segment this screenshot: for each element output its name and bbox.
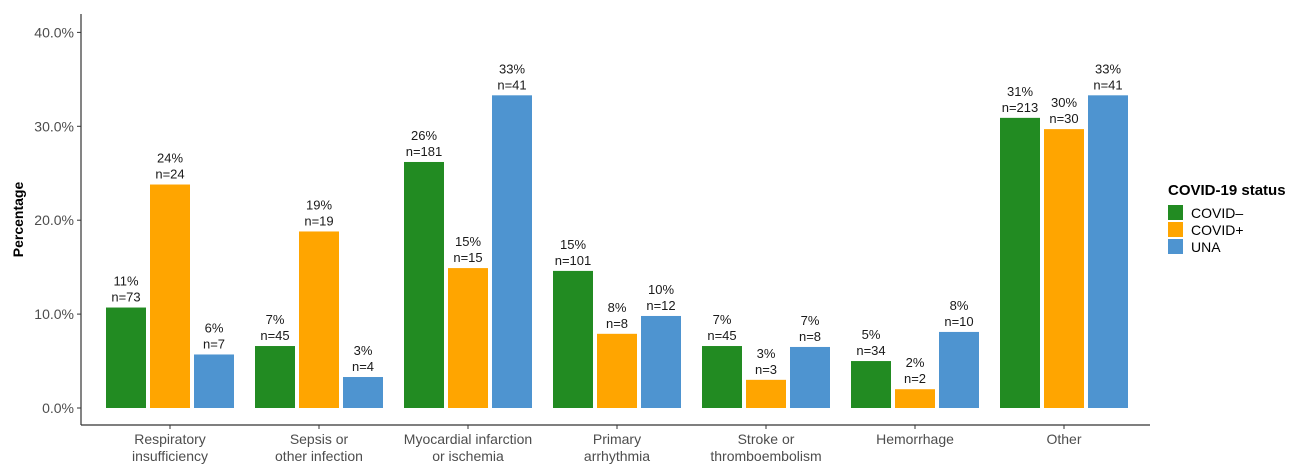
legend-item-covid-neg: COVID–: [1168, 204, 1286, 221]
y-tick-label: 10.0%: [34, 306, 74, 322]
bar: [404, 161, 444, 408]
legend-item-una: UNA: [1168, 238, 1286, 255]
data-label-n: n=101: [555, 253, 592, 268]
data-label-n: n=10: [944, 314, 973, 329]
data-label-n: n=12: [646, 298, 675, 313]
data-label-n: n=213: [1002, 100, 1039, 115]
bar: [895, 389, 935, 408]
data-label-n: n=181: [406, 144, 443, 159]
data-label-pct: 3%: [757, 346, 776, 361]
y-axis-title: Percentage: [10, 182, 26, 258]
x-tick-label: or ischemia: [432, 448, 504, 464]
bar: [299, 231, 339, 408]
data-label-n: n=41: [1093, 77, 1122, 92]
y-tick-label: 20.0%: [34, 212, 74, 228]
data-label-pct: 5%: [862, 327, 881, 342]
bar: [939, 331, 979, 408]
x-tick-label: other infection: [275, 448, 363, 464]
data-label-pct: 7%: [801, 313, 820, 328]
data-label-n: n=3: [755, 362, 777, 377]
data-label-pct: 7%: [266, 312, 285, 327]
data-label-pct: 33%: [499, 61, 525, 76]
bar: [1044, 129, 1084, 408]
data-label-pct: 31%: [1007, 84, 1033, 99]
x-tick-label: Sepsis or: [290, 431, 349, 447]
data-label-pct: 19%: [306, 197, 332, 212]
legend: COVID-19 status COVID– COVID+ UNA: [1168, 182, 1286, 255]
x-tick-label: thromboembolism: [710, 448, 821, 464]
x-tick-label: Primary: [593, 431, 641, 447]
bar: [553, 270, 593, 408]
x-tick-label: insufficiency: [132, 448, 208, 464]
bars: [106, 95, 1128, 409]
x-tick-label: Respiratory: [134, 431, 206, 447]
legend-title: COVID-19 status: [1168, 182, 1286, 199]
data-label-n: n=19: [304, 213, 333, 228]
data-label-pct: 24%: [157, 151, 183, 166]
data-label-n: n=24: [155, 167, 184, 182]
bar: [851, 361, 891, 408]
legend-swatch: [1168, 205, 1183, 220]
x-tick-label: Stroke or: [738, 431, 795, 447]
legend-swatch: [1168, 222, 1183, 237]
data-label-pct: 30%: [1051, 95, 1077, 110]
data-label-pct: 33%: [1095, 61, 1121, 76]
data-label-n: n=30: [1049, 111, 1078, 126]
bar: [746, 379, 786, 408]
data-label-n: n=41: [497, 77, 526, 92]
data-label-n: n=45: [707, 328, 736, 343]
data-label-pct: 26%: [411, 128, 437, 143]
bar: [194, 354, 234, 408]
legend-label: COVID–: [1191, 204, 1244, 221]
bar: [1088, 95, 1128, 409]
data-label-pct: 15%: [455, 234, 481, 249]
data-label-n: n=4: [352, 359, 374, 374]
bar: [492, 95, 532, 409]
x-tick-label: Hemorrhage: [876, 431, 954, 447]
data-label-n: n=8: [799, 329, 821, 344]
x-tick-label: Myocardial infarction: [404, 431, 532, 447]
bar: [641, 315, 681, 408]
legend-label: COVID+: [1191, 221, 1244, 238]
data-label-n: n=7: [203, 336, 225, 351]
y-tick-label: 40.0%: [34, 24, 74, 40]
axes: 0.0% 10.0% 20.0% 30.0% 40.0% Percentage Respir…: [10, 14, 1150, 464]
data-label-n: n=8: [606, 316, 628, 331]
x-tick-label: arrhythmia: [584, 448, 650, 464]
legend-item-covid-pos: COVID+: [1168, 221, 1286, 238]
bar: [448, 268, 488, 408]
bar: [343, 377, 383, 408]
bar: [150, 184, 190, 408]
y-tick-label: 0.0%: [42, 400, 74, 416]
data-label-pct: 10%: [648, 282, 674, 297]
bar: [702, 346, 742, 408]
data-label-pct: 2%: [906, 355, 925, 370]
data-label-pct: 6%: [205, 320, 224, 335]
data-label-n: n=2: [904, 371, 926, 386]
data-label-pct: 8%: [950, 298, 969, 313]
data-label-pct: 3%: [354, 343, 373, 358]
data-label-n: n=34: [856, 343, 885, 358]
legend-label: UNA: [1191, 238, 1221, 255]
bar: [255, 346, 295, 408]
data-label-n: n=73: [111, 290, 140, 305]
data-label-pct: 8%: [608, 300, 627, 315]
bar: [790, 346, 830, 408]
bar: [597, 333, 637, 408]
data-label-pct: 11%: [113, 274, 138, 289]
data-label-n: n=15: [453, 250, 482, 265]
data-label-pct: 15%: [560, 237, 586, 252]
data-label-pct: 7%: [713, 312, 732, 327]
data-label-n: n=45: [260, 328, 289, 343]
bar: [106, 307, 146, 408]
y-tick-label: 30.0%: [34, 118, 74, 134]
legend-swatch: [1168, 239, 1183, 254]
bar: [1000, 117, 1040, 408]
x-tick-label: Other: [1046, 431, 1081, 447]
